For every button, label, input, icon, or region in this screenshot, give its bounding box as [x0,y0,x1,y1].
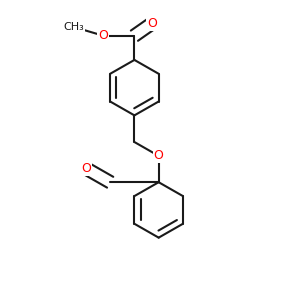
Text: CH₃: CH₃ [63,22,84,32]
Text: O: O [98,29,108,42]
Text: O: O [147,17,157,30]
Text: O: O [154,149,164,162]
Text: O: O [81,162,91,175]
